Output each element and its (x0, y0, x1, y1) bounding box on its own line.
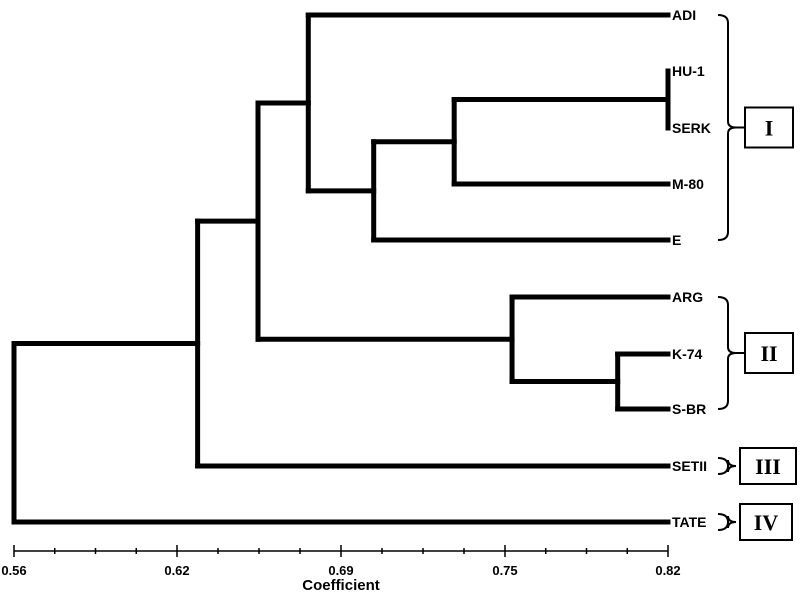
leaf-labels: ADI HU-1 SERK M-80 E ARG K-74 S-BR SETII TATE (672, 7, 711, 530)
cluster-box-II (744, 332, 794, 374)
leaf-label-serk: SERK (672, 120, 711, 136)
x-tick-label-0: 0.56 (1, 563, 26, 578)
leaf-label-adi: ADI (672, 7, 696, 23)
x-tick-label-3: 0.75 (492, 563, 517, 578)
x-axis-ticks: 0.56 0.62 0.69 0.75 0.82 (1, 545, 681, 578)
leaf-label-setii: SETII (672, 458, 707, 474)
leaf-label-s-br: S-BR (672, 401, 706, 417)
cluster-label-II: II (760, 341, 777, 366)
cluster-box-III (739, 447, 797, 485)
cluster-box-IV (739, 503, 793, 541)
leaf-label-tate: TATE (672, 514, 706, 530)
leaf-label-hu-1: HU-1 (672, 63, 705, 79)
cluster-brace-II (717, 296, 737, 410)
cluster-box-I (744, 106, 794, 149)
cluster-brace-I (717, 14, 737, 241)
dendrogram-branches (11, 12, 671, 525)
leaf-label-arg: ARG (672, 289, 703, 305)
cluster-label-IV: IV (754, 510, 779, 535)
x-tick-label-1: 0.62 (164, 563, 189, 578)
x-tick-label-4: 0.82 (655, 563, 680, 578)
cluster-brace-IV (717, 513, 737, 531)
cluster-label-III: III (755, 454, 781, 479)
x-axis: 0.56 0.62 0.69 0.75 0.82 Coefficient (1, 545, 681, 594)
leaf-label-k-74: K-74 (672, 346, 703, 362)
x-tick-label-2: 0.69 (328, 563, 353, 578)
leaf-label-e: E (672, 232, 681, 248)
x-axis-title: Coefficient (302, 577, 380, 594)
leaf-label-m-80: M-80 (672, 176, 704, 192)
cluster-label-I: I (765, 116, 774, 141)
cluster-brace-III (717, 457, 737, 475)
